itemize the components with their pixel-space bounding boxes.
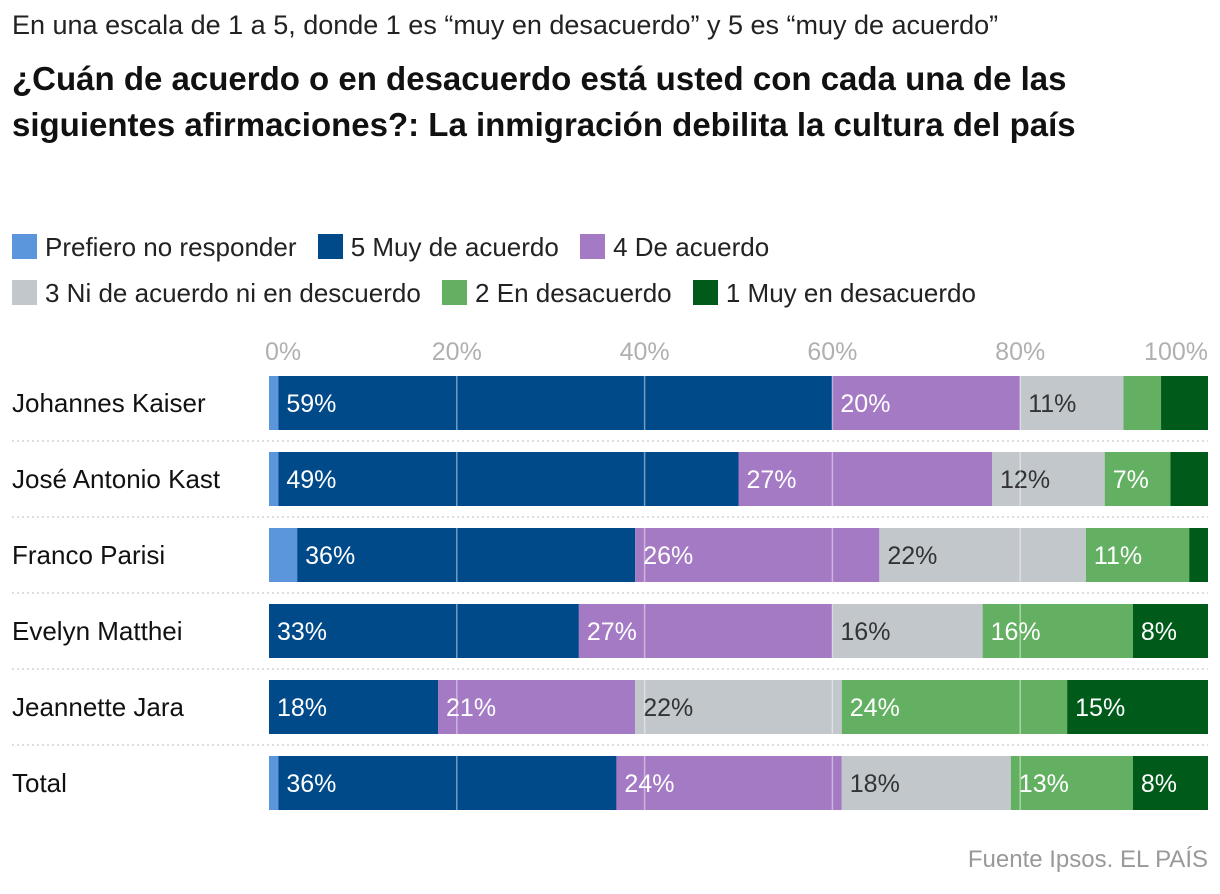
- bar-segment: [832, 604, 983, 658]
- bar-segment: [992, 452, 1105, 506]
- bar-value-label: 20%: [840, 390, 890, 418]
- bar-segment: [1132, 604, 1208, 658]
- source-note: Fuente Ipsos. EL PAÍS: [967, 846, 1208, 873]
- bar-segment: [278, 376, 833, 430]
- chart-subtitle: En una escala de 1 a 5, donde 1 es “muy …: [12, 10, 999, 40]
- bar-value-label: 18%: [850, 770, 900, 798]
- x-tick-label: 40%: [620, 338, 670, 366]
- bar-segment: [982, 604, 1133, 658]
- bar-value-label: 18%: [277, 694, 327, 722]
- bar-segment: [832, 376, 1021, 430]
- bar-value-label: 36%: [286, 770, 336, 798]
- bar-segment: [578, 604, 833, 658]
- bar-segment: [269, 452, 279, 506]
- bar-value-label: 11%: [1094, 542, 1142, 570]
- legend-swatch: [692, 280, 718, 305]
- bar-value-label: 16%: [991, 618, 1041, 646]
- bar-value-label: 21%: [446, 694, 496, 722]
- legend-label: 1 Muy en desacuerdo: [725, 278, 976, 308]
- bar-value-label: 13%: [1019, 770, 1069, 798]
- bar-value-label: 11%: [1028, 390, 1076, 418]
- bar-segment: [1020, 376, 1124, 430]
- bar-segment: [278, 452, 739, 506]
- bar-value-label: 59%: [286, 390, 336, 418]
- legend-swatch: [580, 234, 606, 259]
- x-tick-label: 20%: [432, 338, 482, 366]
- x-tick-label: 80%: [995, 338, 1045, 366]
- bar-value-label: 22%: [887, 542, 937, 570]
- legend-item-no-response: Prefiero no responder: [12, 224, 296, 270]
- bar-segment: [879, 528, 1086, 582]
- chart-title: ¿Cuán de acuerdo o en desacuerdo está us…: [12, 60, 1076, 143]
- bar-segment: [1085, 528, 1190, 582]
- bar-value-label: 16%: [840, 618, 890, 646]
- x-tick-label: 100%: [1144, 338, 1208, 366]
- legend: Prefiero no responder 5 Muy de acuerdo 4…: [12, 224, 1208, 316]
- bar-value-label: 22%: [643, 694, 693, 722]
- category-label: Evelyn Matthei: [12, 616, 183, 646]
- legend-swatch: [317, 234, 343, 259]
- legend-label: Prefiero no responder: [45, 232, 297, 262]
- legend-swatch: [12, 280, 37, 305]
- legend-swatch: [442, 280, 468, 305]
- legend-label: 2 En desacuerdo: [475, 278, 672, 308]
- bar-segment: [1010, 756, 1133, 810]
- bar-value-label: 15%: [1075, 694, 1125, 722]
- bar-value-label: 36%: [305, 542, 355, 570]
- bar-segment: [841, 680, 1068, 734]
- bar-segment: [1123, 376, 1162, 430]
- x-tick-label: 60%: [807, 338, 857, 366]
- bar-segment: [1067, 680, 1208, 734]
- bar-segment: [438, 680, 636, 734]
- category-label: Total: [12, 768, 67, 798]
- bar-segment: [269, 528, 298, 582]
- legend-item-neutral: 3 Ni de acuerdo ni en descuerdo: [12, 270, 421, 316]
- bar-value-label: 12%: [1000, 466, 1050, 494]
- bar-value-label: 8%: [1141, 770, 1177, 798]
- bar-value-label: 27%: [747, 466, 797, 494]
- bar-segment: [1132, 756, 1208, 810]
- bar-segment: [297, 528, 636, 582]
- bar-value-label: 33%: [277, 618, 327, 646]
- bar-value-label: 27%: [587, 618, 637, 646]
- bar-segment: [278, 756, 617, 810]
- legend-label: 3 Ni de acuerdo ni en descuerdo: [45, 278, 421, 308]
- category-label: Franco Parisi: [12, 540, 165, 570]
- category-label: Jeannette Jara: [12, 692, 185, 722]
- bar-segment: [841, 756, 1011, 810]
- legend-item-de-acuerdo: 4 De acuerdo: [580, 224, 769, 270]
- bar-segment: [269, 680, 439, 734]
- bar-segment: [1170, 452, 1208, 506]
- bar-segment: [269, 604, 579, 658]
- bar-segment: [269, 376, 279, 430]
- bar-segment: [1189, 528, 1208, 582]
- bar-segment: [1161, 376, 1208, 430]
- bar-segment: [738, 452, 993, 506]
- legend-label: 4 De acuerdo: [613, 232, 770, 262]
- bar-segment: [635, 680, 842, 734]
- bar-value-label: 49%: [286, 466, 336, 494]
- bar-value-label: 8%: [1141, 618, 1177, 646]
- legend-item-muy-en-desacuerdo: 1 Muy en desacuerdo: [692, 270, 976, 316]
- legend-item-muy-de-acuerdo: 5 Muy de acuerdo: [317, 224, 559, 270]
- bar-segment: [635, 528, 880, 582]
- bar-segment: [269, 756, 279, 810]
- bar-segment: [1104, 452, 1171, 506]
- bar-segment: [616, 756, 842, 810]
- bar-value-label: 7%: [1113, 466, 1149, 494]
- bar-value-label: 24%: [850, 694, 900, 722]
- category-label: José Antonio Kast: [12, 464, 221, 494]
- legend-label: 5 Muy de acuerdo: [350, 232, 559, 262]
- legend-item-en-desacuerdo: 2 En desacuerdo: [442, 270, 672, 316]
- legend-swatch: [12, 234, 37, 259]
- category-label: Johannes Kaiser: [12, 388, 206, 418]
- x-tick-label: 0%: [265, 338, 301, 366]
- bar-value-label: 26%: [643, 542, 693, 570]
- bar-value-label: 24%: [624, 770, 674, 798]
